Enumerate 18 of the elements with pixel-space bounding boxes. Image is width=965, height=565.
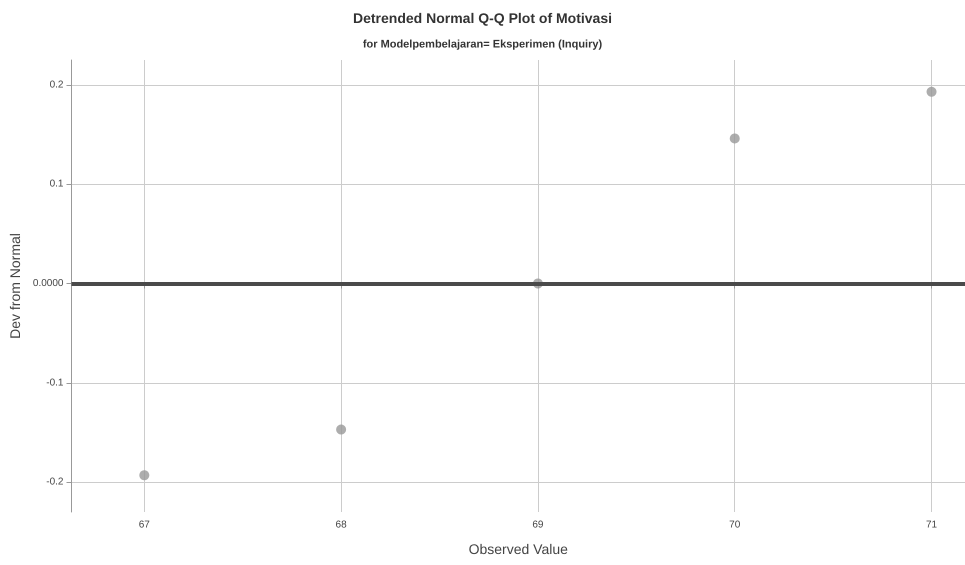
point — [139, 470, 150, 480]
chart-title: Detrended Normal Q-Q Plot of Motivasi — [352, 10, 612, 26]
point — [336, 424, 346, 435]
x-tick-label: 68 — [336, 520, 348, 530]
x-tick-label: 69 — [532, 520, 544, 530]
x-tick-label: 67 — [138, 520, 150, 530]
y-tick-label: -0.2 — [46, 476, 64, 488]
y-tick-label: 0.1 — [50, 178, 64, 190]
x-tick-label: 70 — [729, 520, 741, 530]
x-tick-label: 71 — [926, 520, 938, 530]
x-axis-title: Observed Value — [468, 541, 568, 557]
chart-subtitle: for Modelpembelajaran= Eksperimen (Inquiry) — [362, 38, 602, 50]
y-tick-label: 0.2 — [50, 79, 64, 90]
point — [926, 86, 937, 97]
point — [730, 133, 740, 144]
y-tick-label: -0.1 — [46, 377, 64, 388]
y-tick-label: 0.0000 — [32, 278, 64, 290]
y-axis-title: Dev from Normal — [7, 233, 23, 339]
